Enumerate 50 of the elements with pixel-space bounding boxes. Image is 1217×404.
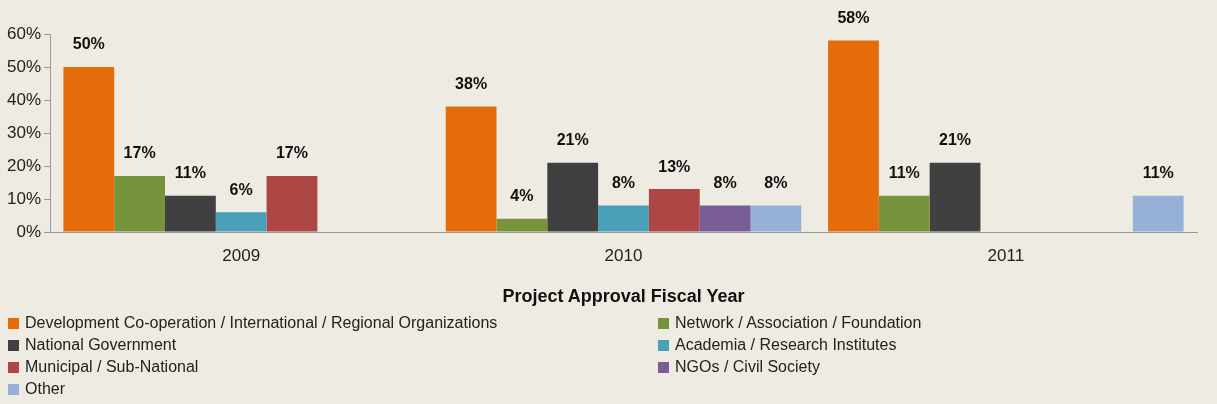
data-label: 8% [764, 174, 788, 192]
bar [699, 205, 751, 232]
bar [266, 175, 318, 232]
y-tick-label: 30% [6, 122, 42, 142]
legend-label: Other [25, 380, 66, 398]
y-tick-label: 40% [6, 89, 42, 109]
bar [496, 218, 548, 232]
y-tick-label: 10% [6, 188, 42, 208]
bar [165, 195, 216, 232]
legend-label: NGOs / Civil Society [675, 358, 820, 376]
y-tick-label: 20% [6, 155, 42, 175]
data-label: 17% [123, 144, 156, 162]
legend-label: Municipal / Sub-National [25, 358, 199, 376]
data-label: 8% [713, 174, 737, 192]
legend-label: Academia / Research Institutes [675, 336, 897, 354]
x-tick-label: 2011 [987, 245, 1025, 265]
x-tick-label: 2009 [222, 245, 261, 265]
bar [828, 40, 879, 232]
data-label: 58% [837, 9, 870, 27]
data-label: 11% [888, 164, 920, 182]
bar [114, 175, 165, 232]
y-tick-label: 60% [6, 23, 42, 43]
legend-label: Development Co-operation / International / Regional Organizations [25, 314, 498, 332]
bar [547, 162, 599, 232]
bar [445, 106, 497, 232]
bar [598, 205, 649, 232]
data-label: 50% [72, 35, 105, 53]
legend-label: National Government [25, 336, 177, 354]
y-tick-label: 0% [16, 221, 42, 241]
bar [929, 162, 981, 232]
x-tick-label: 2010 [604, 245, 643, 265]
data-label: 13% [658, 157, 691, 175]
y-tick-label: 50% [6, 56, 42, 76]
data-label: 6% [229, 180, 253, 198]
bar [63, 67, 115, 232]
x-axis-title: Project Approval Fiscal Year [502, 286, 745, 307]
data-label: 21% [556, 131, 589, 149]
data-label: 11% [1142, 164, 1174, 182]
data-label: 38% [455, 75, 488, 93]
data-label: 21% [939, 131, 972, 149]
data-label: 8% [611, 174, 636, 192]
bar [215, 212, 267, 232]
bar [648, 189, 700, 232]
bar [878, 195, 930, 232]
bar [1132, 195, 1184, 232]
data-label: 17% [275, 144, 308, 162]
data-label: 11% [174, 164, 206, 182]
bar [750, 205, 802, 232]
data-label: 4% [510, 187, 534, 205]
legend-label: Network / Association / Foundation [675, 314, 922, 332]
